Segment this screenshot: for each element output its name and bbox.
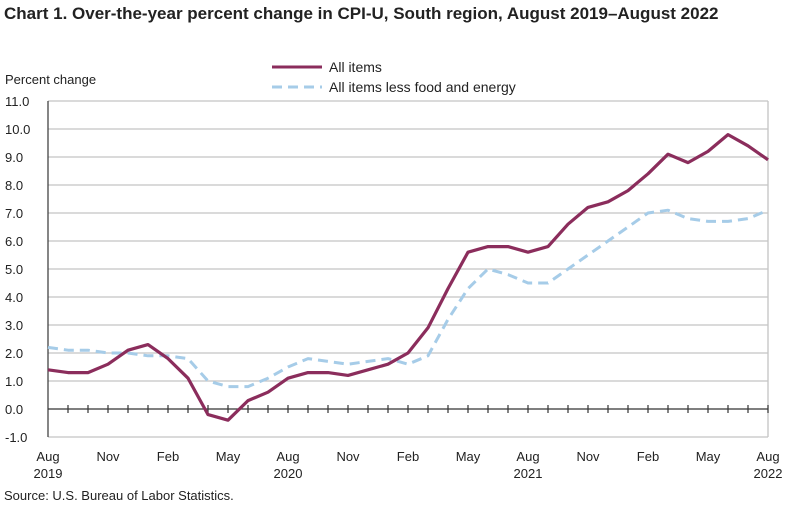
series-line-core bbox=[47, 208, 769, 389]
y-tick-label: 6.0 bbox=[5, 234, 23, 249]
series-line-all-items bbox=[47, 133, 769, 422]
y-tick-label: 11.0 bbox=[5, 94, 29, 109]
x-tick-label: Feb bbox=[397, 449, 419, 464]
y-tick-label: 4.0 bbox=[5, 290, 23, 305]
y-tick-label: 9.0 bbox=[5, 150, 23, 165]
y-tick-label: 3.0 bbox=[5, 318, 23, 333]
x-year-label: 2020 bbox=[274, 466, 303, 481]
x-tick-label: Nov bbox=[96, 449, 120, 464]
y-tick-label: 8.0 bbox=[5, 178, 23, 193]
source-note: Source: U.S. Bureau of Labor Statistics. bbox=[4, 488, 234, 503]
x-tick-label: Nov bbox=[336, 449, 360, 464]
chart-title: Chart 1. Over-the-year percent change in… bbox=[4, 4, 719, 23]
y-tick-label: 0.0 bbox=[5, 402, 23, 417]
x-tick-label: Aug bbox=[36, 449, 59, 464]
y-axis-label: Percent change bbox=[5, 72, 96, 87]
x-tick-label: May bbox=[216, 449, 241, 464]
x-tick-label: Aug bbox=[756, 449, 779, 464]
x-tick-label: Feb bbox=[637, 449, 659, 464]
y-tick-label: 2.0 bbox=[5, 346, 23, 361]
y-tick-label: -1.0 bbox=[5, 430, 27, 445]
x-tick-label: Feb bbox=[157, 449, 179, 464]
legend-label: All items less food and energy bbox=[329, 79, 516, 95]
x-tick-label: May bbox=[696, 449, 721, 464]
legend-label: All items bbox=[329, 59, 382, 75]
x-year-label: 2019 bbox=[34, 466, 63, 481]
x-year-label: 2022 bbox=[754, 466, 783, 481]
x-tick-label: Aug bbox=[516, 449, 539, 464]
x-year-label: 2021 bbox=[514, 466, 543, 481]
y-tick-label: 10.0 bbox=[5, 122, 30, 137]
y-tick-label: 1.0 bbox=[5, 374, 23, 389]
y-tick-label: 7.0 bbox=[5, 206, 23, 221]
y-tick-label: 5.0 bbox=[5, 262, 23, 277]
x-tick-label: Nov bbox=[576, 449, 600, 464]
x-tick-label: May bbox=[456, 449, 481, 464]
x-tick-label: Aug bbox=[276, 449, 299, 464]
